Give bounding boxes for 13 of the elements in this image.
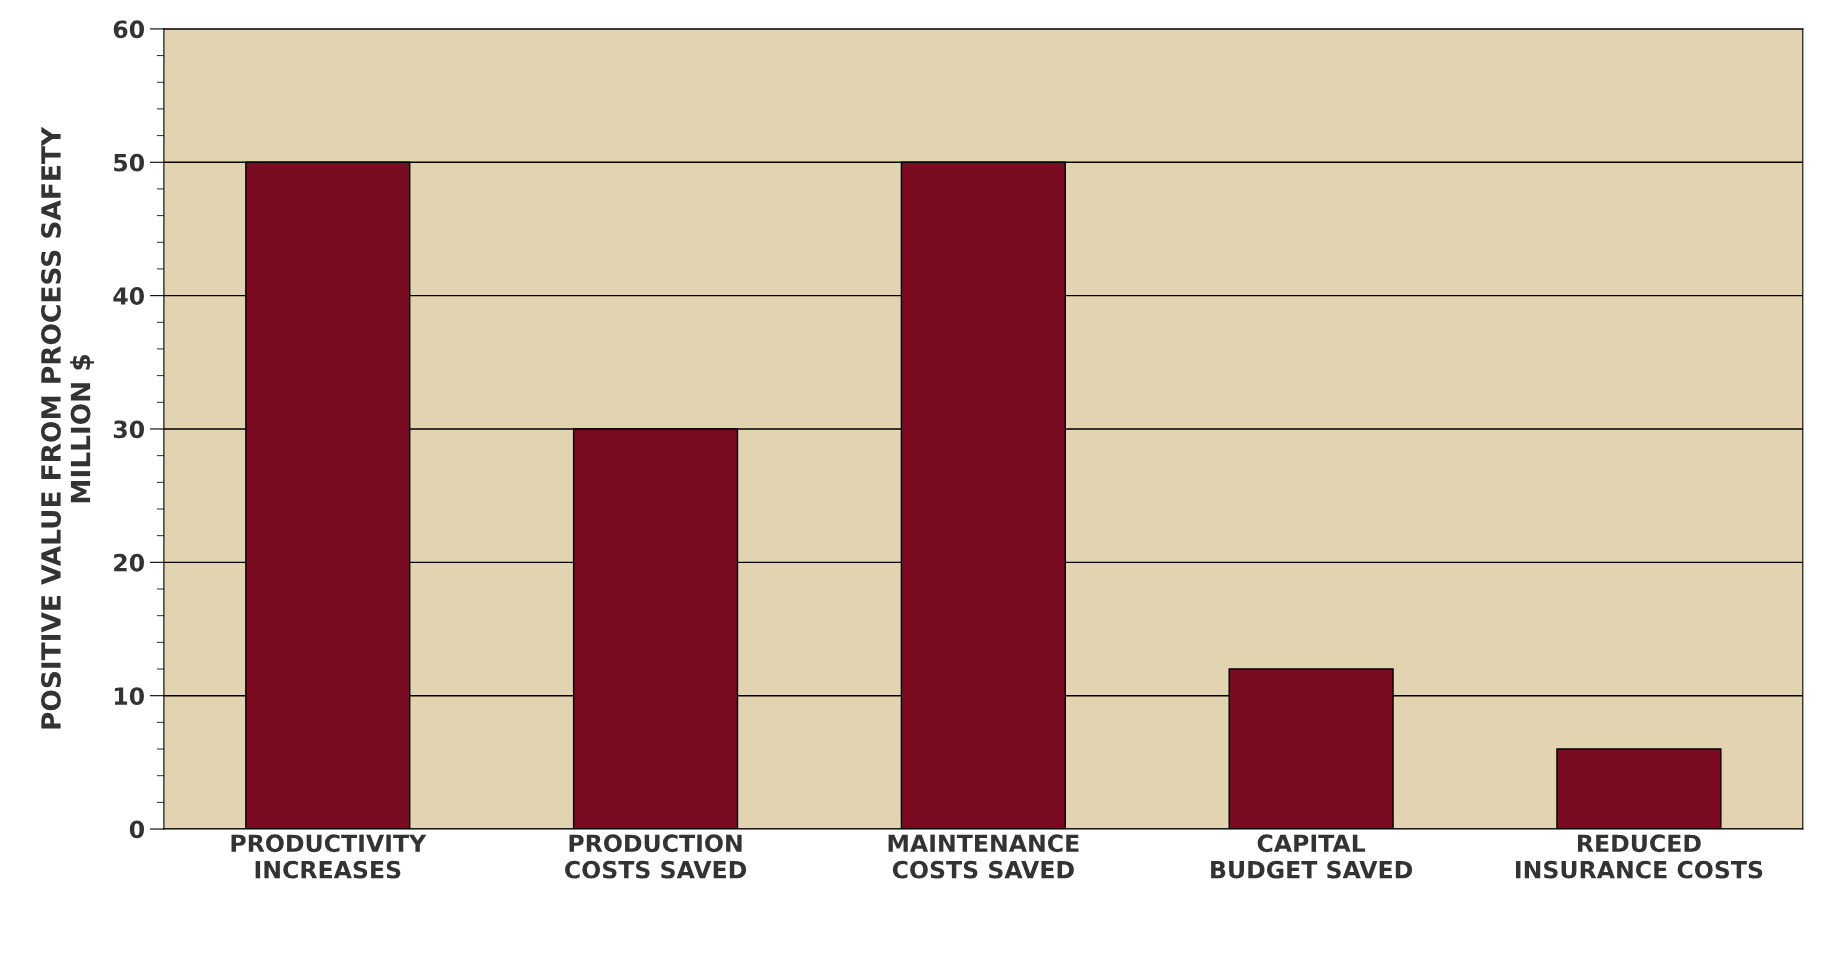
x-tick-label: PRODUCTIVITY INCREASES (231, 834, 427, 879)
y-tick-label: 40 (113, 287, 145, 305)
x-tick-label: CAPITAL BUDGET SAVED (1211, 834, 1413, 879)
x-tick-label: PRODUCTION COSTS SAVED (565, 834, 747, 879)
x-tick-label: MAINTENANCE COSTS SAVED (888, 834, 1079, 879)
y-axis-title: POSITIVE VALUE FROM PROCESS SAFETY MILLION $ (40, 126, 95, 729)
y-tick-label: 0 (129, 820, 145, 839)
y-tick-label: 20 (114, 553, 145, 572)
y-tick-label: 30 (113, 420, 145, 439)
y-tick-label: 10 (114, 687, 145, 705)
y-tick-label: 60 (113, 20, 145, 39)
x-tick-label: REDUCED INSURANCE COSTS (1516, 834, 1763, 879)
y-tick-label: 50 (114, 153, 145, 172)
